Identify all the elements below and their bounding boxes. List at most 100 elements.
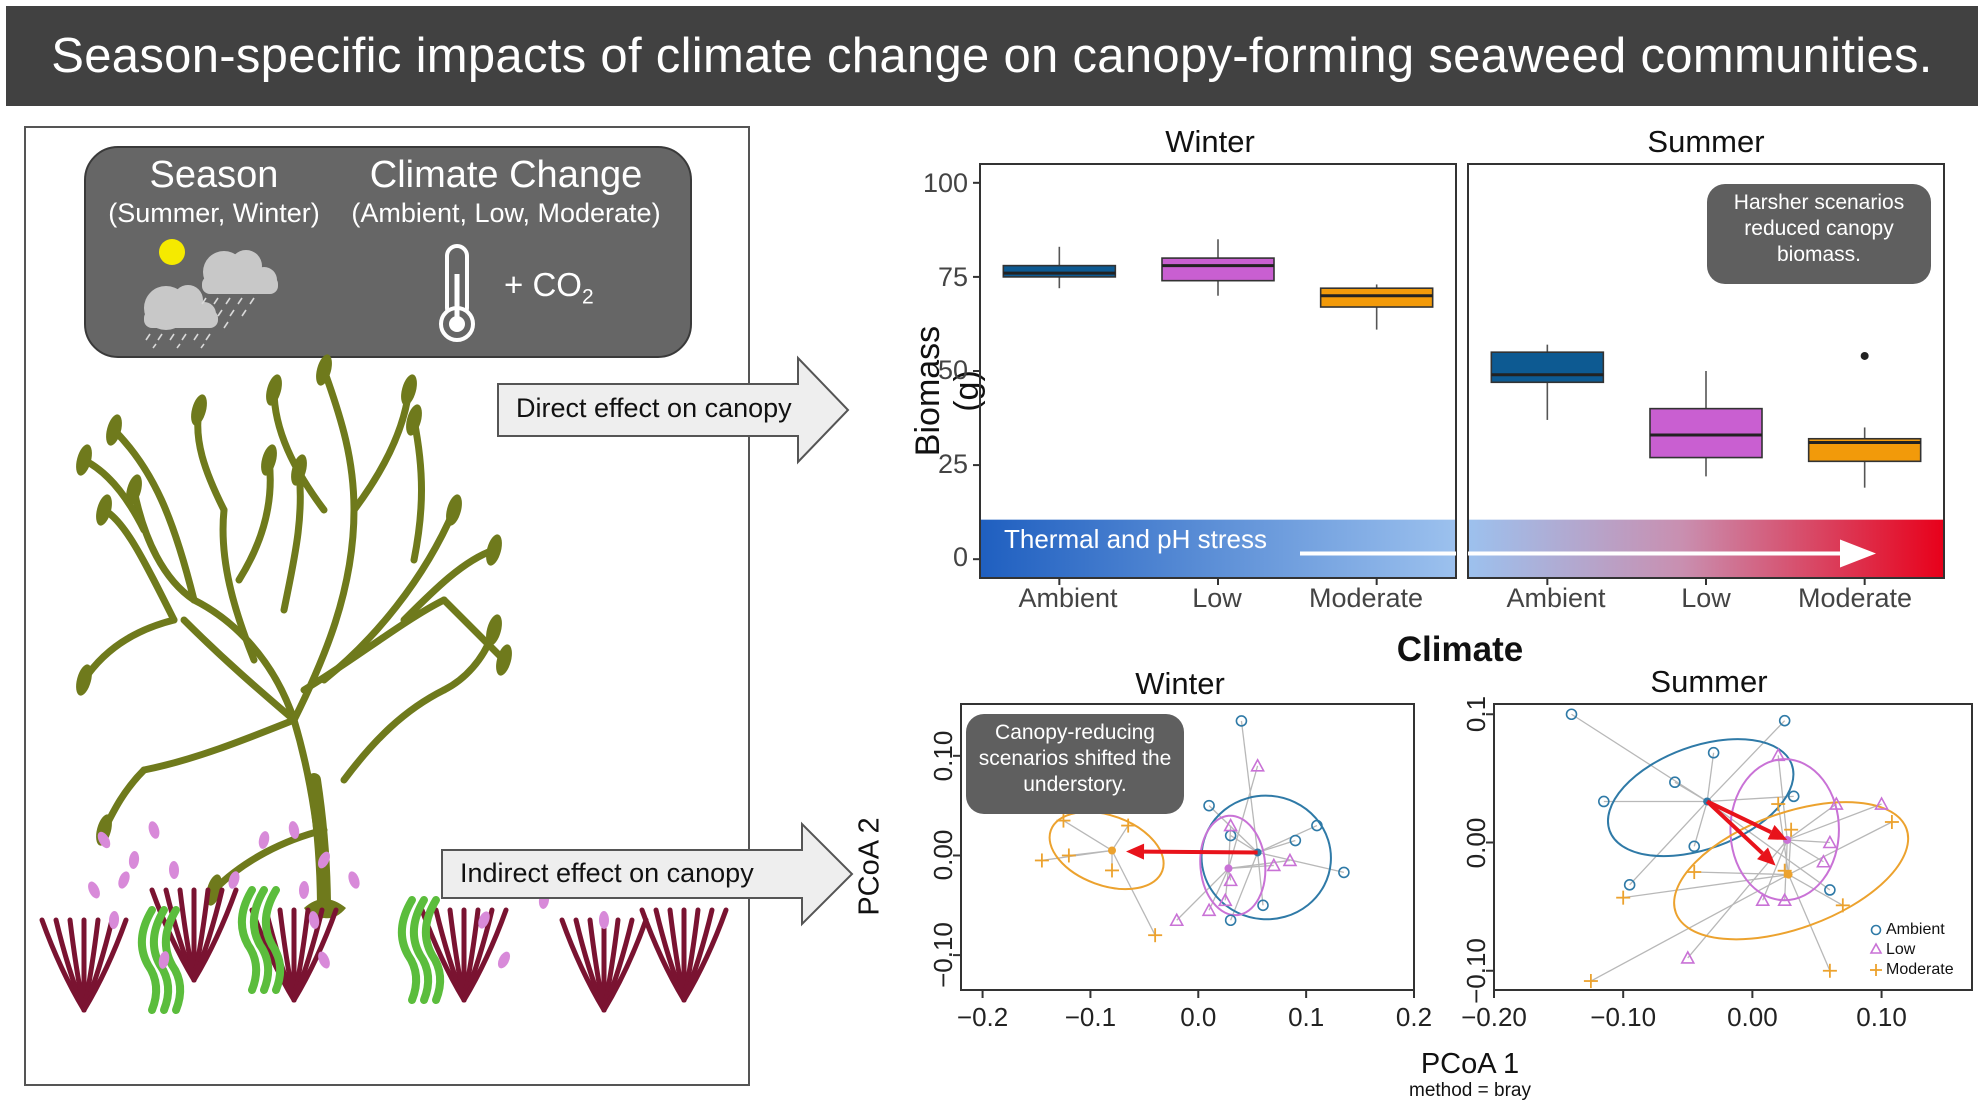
point-ambient [1824,884,1836,896]
factors-box: Season (Summer, Winter) Climate Change (… [84,146,692,358]
pink-algae [258,831,270,849]
stress-band [980,519,1456,578]
seaweed-stipe [307,773,331,917]
shift-arrow [1706,799,1772,834]
pcoa-x-tick: 0.2 [1395,1002,1433,1032]
spider-line [1228,859,1291,870]
point-moderate [1061,848,1076,863]
pink-algae [478,911,490,929]
point-moderate [1771,797,1786,812]
spider-line [1786,803,1837,841]
seaweed-blade-tip [291,454,307,486]
centroid-moderate [1108,846,1116,855]
point-low [1770,747,1786,762]
point-moderate [1056,813,1071,828]
seaweed-branch [130,486,198,604]
red-algae [639,907,729,1003]
legend-low: Low [1886,941,1916,958]
seaweed-blade-tip [126,474,142,506]
spider-line [1787,839,1830,844]
biomass-y-tick: 75 [937,262,968,292]
biomass-x-tick: Moderate [1797,583,1913,613]
pcoa-x-tick: 0.10 [1856,1002,1907,1032]
biomass-y-tick: 0 [952,542,968,572]
box-ambient [1490,351,1605,384]
spider-line [1629,801,1708,886]
point-low [1777,892,1793,907]
pcoa-y-tick: 0.00 [1461,817,1491,868]
pcoa-callout: Canopy-reducing scenarios shifted the un… [966,714,1184,814]
centroid-moderate [1784,870,1793,879]
legend-moderate: Moderate [1886,961,1954,978]
red-algae [149,887,239,983]
pcoa-y-tick: 0.10 [928,730,958,782]
red-algae [559,917,649,1013]
season-title: Season [149,154,279,196]
point-ambient [1235,715,1248,727]
seaweed-branch [440,596,508,664]
co2-label: + CO2 [504,266,594,310]
spider-line [1693,801,1708,847]
shift-arrow-head [1757,847,1776,866]
pcoa-winter-title: Winter [1135,666,1225,701]
spider-line [1706,800,1831,891]
pink-algae [128,851,140,869]
point-low [1217,892,1233,907]
seaweed-illustration [39,354,729,1014]
green-algae [238,886,285,994]
point-moderate [1105,863,1119,878]
seaweed-blade-tip [486,534,502,566]
legend-ambient: Ambient [1886,921,1945,938]
seaweed-branch [320,506,458,684]
point-low [1266,857,1282,872]
pink-algae [108,911,120,929]
point-low [1755,892,1771,907]
seaweed-blade-tip [446,494,462,526]
co2-subscript: 2 [581,285,594,309]
point-low [1822,834,1838,849]
biomass-y-tick: 100 [922,168,968,198]
spider-line [1787,803,1882,841]
seaweed-branch [410,416,425,564]
pcoa-x-tick: −0.1 [1064,1002,1117,1032]
weather-icon [144,239,278,349]
box-outlier [1860,351,1869,360]
spider-line [1176,867,1229,921]
biomass-winter-title: Winter [1165,124,1255,159]
pcoa-x-axis-title: PCoA 1 [1420,1048,1520,1080]
stress-band-label: Thermal and pH stress [1004,524,1267,554]
pcoa-winter-panel [953,703,1415,998]
spider-line [1111,850,1156,936]
seaweed-branch [100,506,178,624]
spider-line [1208,805,1259,853]
pink-algae [97,831,111,849]
panel-frame [1493,703,1973,991]
seaweed-branch [210,826,328,894]
biomass-callout: Harsher scenarios reduced canopy biomass… [1707,184,1931,284]
spider-line [1787,829,1792,875]
point-ambient [1338,866,1350,879]
biomass-x-tick: Low [1681,583,1731,613]
stress-band [1468,519,1944,578]
ellipse-low [1199,814,1267,917]
point-ambient [1224,914,1237,927]
pink-algae [298,881,310,899]
seaweed-branch [340,686,448,784]
point-moderate [1148,928,1163,943]
spider-line [1227,825,1232,869]
point-ambient [1787,790,1800,803]
point-low [1223,872,1238,887]
pink-algae [158,951,170,969]
pcoa-y-axis-title: PCoA 2 [853,817,886,916]
pcoa-summer-panel [1486,703,1973,998]
season-subtitle: (Summer, Winter) [108,198,320,228]
biomass-x-axis-title: Climate [1396,630,1524,669]
panel-frame [960,703,1415,991]
point-low [1223,817,1238,832]
pink-algae [288,821,300,839]
seaweed-blade-tip [106,414,122,446]
pink-algae [318,951,330,969]
point-moderate [1884,814,1899,829]
biomass-summer-title: Summer [1647,124,1765,159]
spider-line [1208,868,1230,911]
